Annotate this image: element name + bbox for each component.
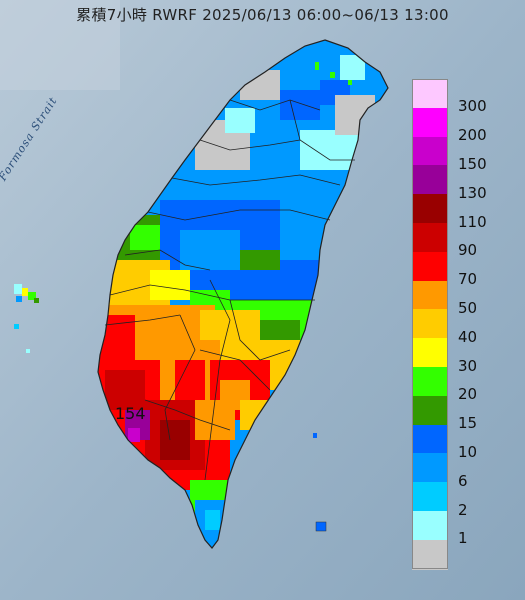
legend-swatch [412, 309, 448, 340]
legend-swatch [412, 107, 448, 138]
legend-swatch [412, 251, 448, 282]
legend-label: 1 [458, 529, 468, 548]
legend-swatch [412, 539, 448, 570]
legend-label: 90 [458, 241, 478, 260]
legend-row: 10 [412, 424, 514, 461]
legend-label: 300 [458, 97, 487, 116]
legend-row: 150 [412, 136, 514, 173]
legend-frame [412, 79, 448, 569]
legend-row: 110 [412, 194, 514, 231]
legend-label: 6 [458, 471, 468, 490]
legend-row: 20 [412, 367, 514, 403]
legend-swatch [412, 424, 448, 455]
legend-row: 2 [412, 482, 514, 519]
penghu-islands [14, 284, 39, 353]
county-boundaries [97, 39, 389, 549]
china-coast [0, 0, 120, 90]
legend-label: 15 [458, 414, 478, 433]
legend-row: 130 [412, 165, 514, 202]
legend-row: 200 [412, 107, 514, 144]
legend-swatch [412, 511, 448, 541]
legend-label: 200 [458, 126, 487, 145]
legend-row: 40 [412, 309, 514, 346]
legend-label: 130 [458, 183, 487, 202]
legend-row [412, 539, 514, 570]
legend-label: 2 [458, 500, 468, 519]
legend-label: 70 [458, 270, 478, 289]
max-rainfall-label: 154 [115, 404, 146, 423]
small-island [313, 433, 317, 438]
legend-label: 150 [458, 154, 487, 173]
legend-swatch [412, 482, 448, 512]
orchid-island [315, 521, 327, 532]
northeast-detail [315, 62, 352, 85]
legend-row: 70 [412, 251, 514, 288]
legend-row: 1 [412, 511, 514, 547]
legend-label: 50 [458, 298, 478, 317]
color-legend: 300 200 150 130 110 90 70 50 40 30 20 15 10 6 2 1 [412, 79, 514, 571]
legend-row: 30 [412, 338, 514, 375]
map-title: 累積7小時 RWRF 2025/06/13 06:00~06/13 13:00 [76, 6, 449, 24]
legend-label: 20 [458, 385, 478, 404]
legend-row: 90 [412, 223, 514, 259]
legend-label: 40 [458, 327, 478, 346]
legend-swatch [412, 136, 448, 167]
legend-label: 110 [458, 212, 487, 231]
legend-label: 30 [458, 356, 478, 375]
legend-label: 10 [458, 442, 478, 461]
